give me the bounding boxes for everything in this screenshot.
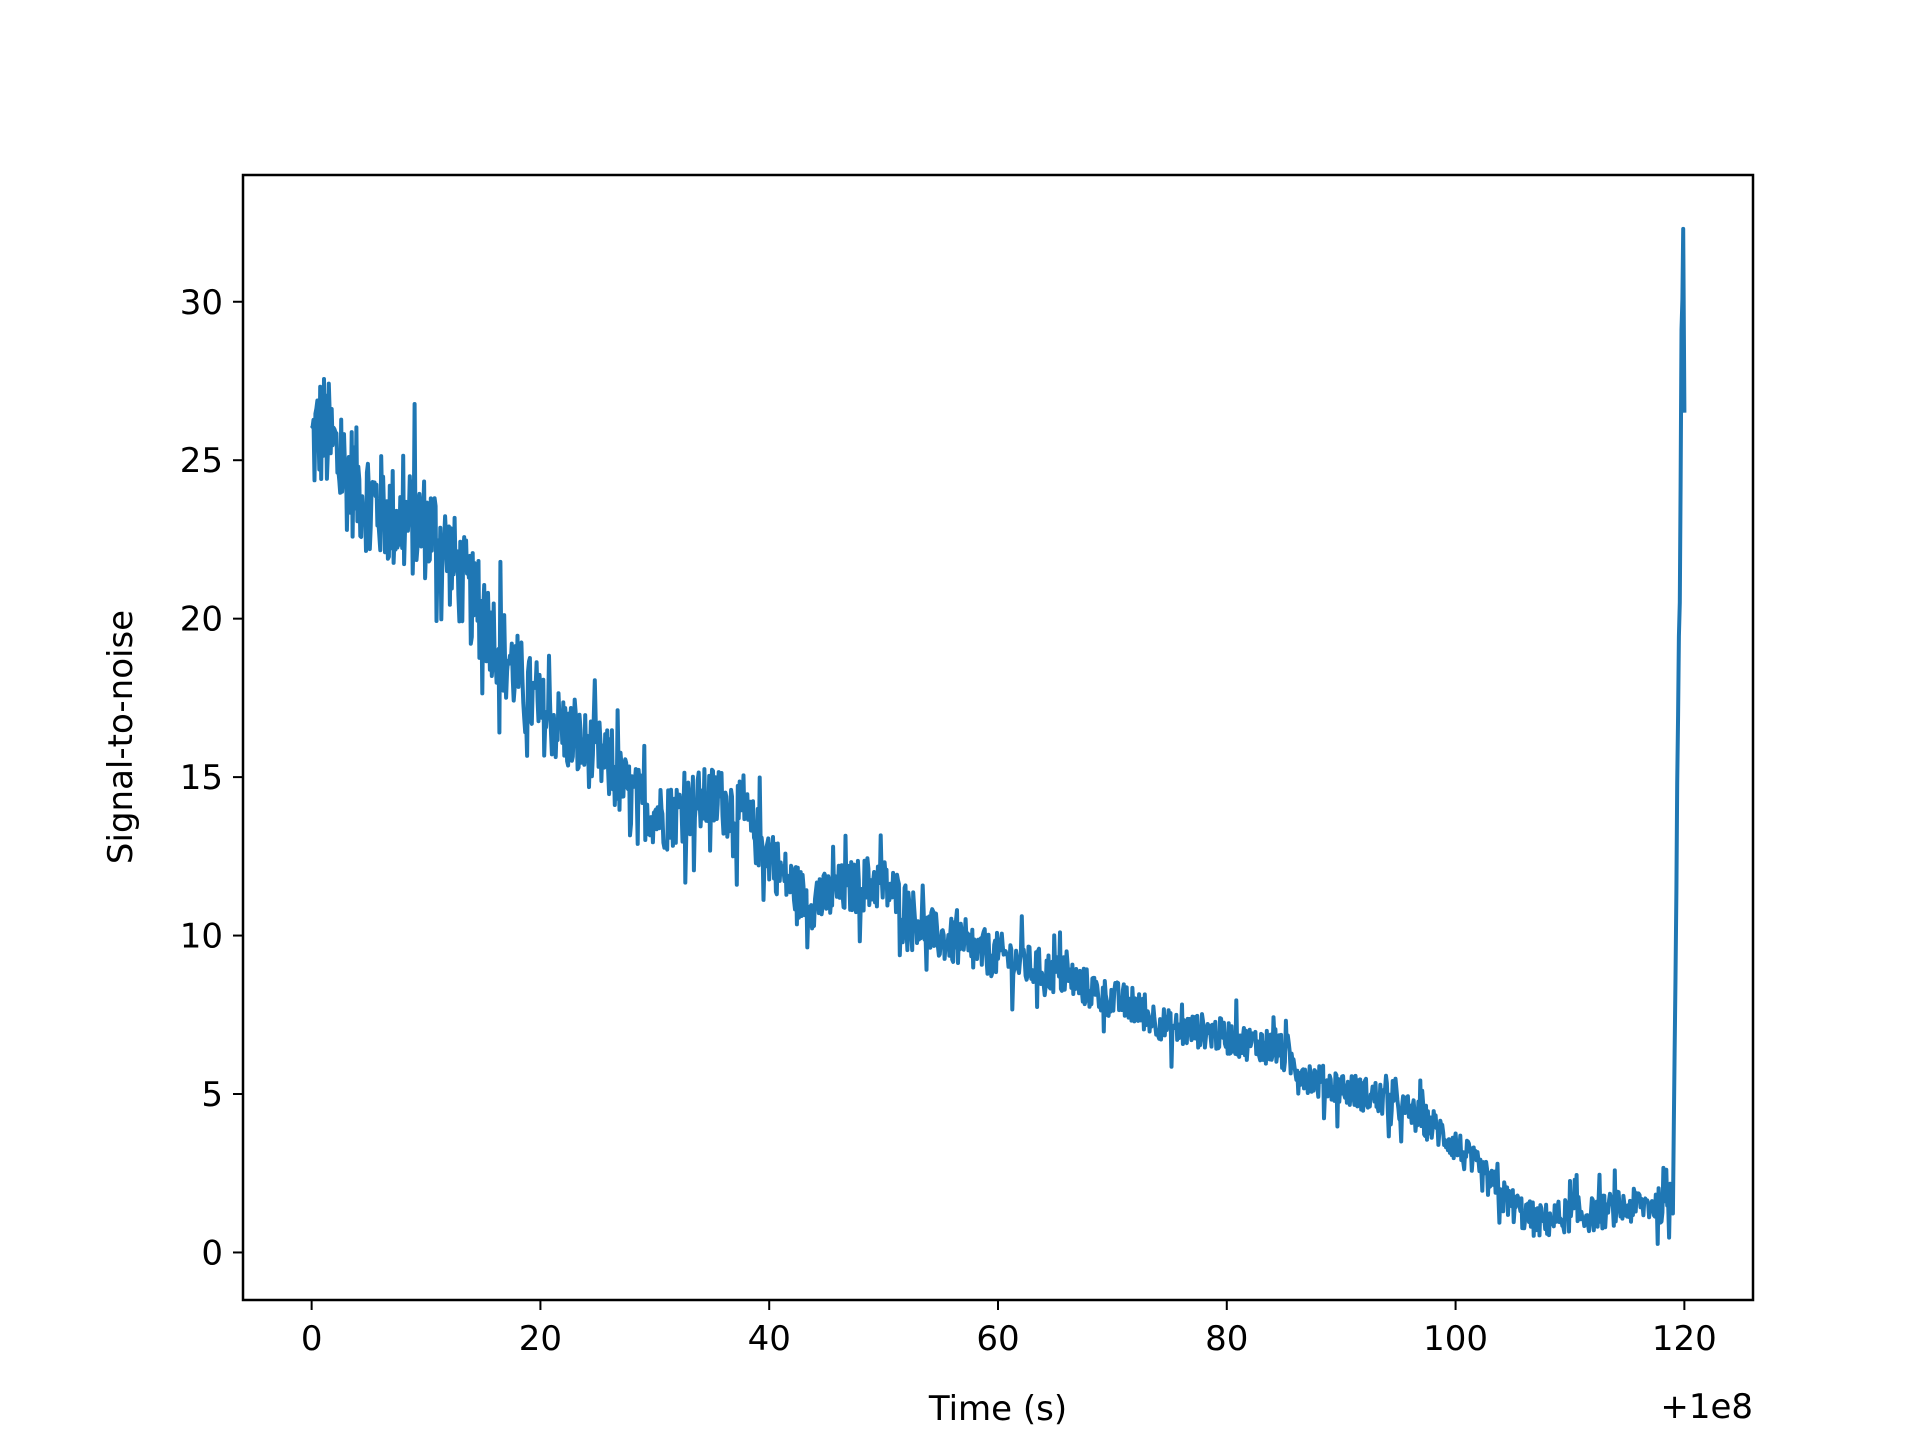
x-tick-label: 120 xyxy=(1652,1319,1717,1359)
y-axis: 0 5 10 15 20 25 30 xyxy=(180,283,243,1273)
x-tick-label: 20 xyxy=(519,1319,562,1359)
x-axis-label: Time (s) xyxy=(928,1389,1067,1429)
x-tick-label: 60 xyxy=(976,1319,1019,1359)
y-axis-label: Signal-to-noise xyxy=(101,610,141,864)
y-tick-label: 5 xyxy=(201,1075,223,1115)
y-tick-label: 0 xyxy=(201,1233,223,1273)
y-tick-label: 20 xyxy=(180,600,223,640)
x-tick-label: 100 xyxy=(1423,1319,1488,1359)
axes-frame xyxy=(241,173,1755,1302)
x-axis: 0 20 40 60 80 100 120 xyxy=(301,1300,1717,1359)
series-line-0 xyxy=(309,226,1687,1246)
y-tick-label: 10 xyxy=(180,917,223,957)
x-tick-label: 40 xyxy=(748,1319,791,1359)
y-tick-label: 15 xyxy=(180,758,223,798)
x-tick-label: 0 xyxy=(301,1319,323,1359)
plot-area xyxy=(309,226,1687,1246)
y-tick-label: 30 xyxy=(180,283,223,323)
y-tick-label: 25 xyxy=(180,441,223,481)
x-tick-label: 80 xyxy=(1205,1319,1248,1359)
x-offset-label: +1e8 xyxy=(1660,1387,1753,1427)
